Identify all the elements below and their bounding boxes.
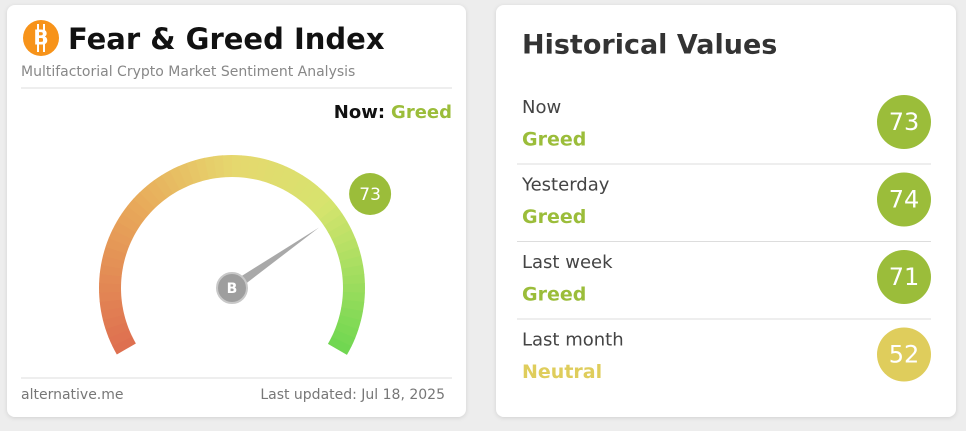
- gauge-arc: [116, 242, 119, 250]
- period: Yesterday: [521, 175, 610, 196]
- gauge-arc: [352, 301, 353, 310]
- gauge-arc: [289, 180, 297, 184]
- gauge-arc: [131, 213, 136, 220]
- gauge-arc: [333, 220, 338, 228]
- value-badge-label: 73: [359, 185, 381, 205]
- period: Last week: [522, 252, 613, 273]
- gauge-arc: [122, 341, 126, 349]
- gauge-arc: [114, 250, 116, 259]
- gauge-arc: [337, 341, 341, 349]
- gauge-arc: [350, 309, 352, 318]
- gauge-arc: [353, 292, 354, 301]
- gauge-arc: [341, 334, 345, 342]
- gauge-arc: [111, 266, 112, 275]
- gauge-arc: [342, 235, 346, 243]
- gauge-arc: [249, 167, 258, 169]
- gauge-arc: [141, 200, 147, 206]
- now-label: Now:: [334, 102, 385, 123]
- gauge-arc: [338, 227, 342, 235]
- gauge-arc: [167, 180, 175, 184]
- gauge-arc: [112, 258, 114, 267]
- gauge-arc: [297, 185, 304, 190]
- gauge-arc: [122, 227, 126, 235]
- gauge-arc: [266, 171, 274, 174]
- now-status: Greed: [391, 102, 452, 123]
- svg-text:B: B: [33, 26, 48, 50]
- gauge-arc: [110, 275, 111, 284]
- last-updated: Last updated: Jul 18, 2025: [260, 387, 445, 403]
- bitcoin-logo: B: [23, 20, 59, 56]
- hub-icon: B: [227, 281, 238, 297]
- gauge-arc: [348, 318, 350, 327]
- period: Now: [522, 97, 561, 118]
- gauge-arc: [160, 184, 167, 189]
- gauge-arc: [345, 242, 348, 250]
- title: Fear & Greed Index: [68, 22, 385, 56]
- gauge-arc: [114, 317, 116, 326]
- source: alternative.me: [21, 387, 124, 403]
- gauge-arc: [348, 250, 350, 259]
- gauge-arc: [257, 169, 266, 171]
- gauge-arc: [353, 275, 354, 284]
- gauge-arc: [207, 167, 216, 169]
- status: Greed: [522, 129, 586, 151]
- gauge-arc: [116, 325, 119, 333]
- gauge-arc: [304, 189, 311, 195]
- gauge-arc: [352, 267, 353, 276]
- gauge-arc: [147, 194, 154, 200]
- gauge-arc: [215, 166, 224, 167]
- gauge-arc: [345, 326, 348, 334]
- gauge-arc: [328, 213, 333, 220]
- status: Neutral: [522, 361, 602, 383]
- gauge-arc: [119, 333, 123, 341]
- gauge-arc: [241, 166, 250, 167]
- gauge-arc: [198, 169, 207, 171]
- gauge-arc: [112, 309, 114, 318]
- period: Last month: [522, 330, 624, 351]
- gauge-arc: [136, 206, 142, 213]
- gauge-arc: [310, 195, 317, 201]
- status: Greed: [522, 284, 586, 306]
- gauge-arc: [175, 176, 183, 180]
- gauge-arc: [182, 173, 190, 176]
- gauge-arc: [282, 177, 290, 181]
- gauge-arc: [111, 300, 112, 309]
- value-badge-label: 74: [889, 186, 920, 214]
- status: Greed: [522, 206, 586, 228]
- gauge-arc: [154, 189, 161, 194]
- gauge-arc: [119, 234, 123, 242]
- gauge-arc: [126, 219, 131, 227]
- subtitle: Multifactorial Crypto Market Sentiment A…: [21, 64, 355, 80]
- gauge-arc: [274, 173, 282, 176]
- value-badge-label: 71: [889, 263, 920, 291]
- value-badge-label: 52: [889, 341, 920, 369]
- gauge-arc: [190, 171, 199, 174]
- gauge-arc: [323, 206, 329, 213]
- gauge-arc: [110, 292, 111, 301]
- gauge-arc: [350, 258, 352, 267]
- value-badge-label: 73: [889, 108, 920, 136]
- gauge-arc: [317, 200, 323, 206]
- history-title: Historical Values: [522, 30, 777, 61]
